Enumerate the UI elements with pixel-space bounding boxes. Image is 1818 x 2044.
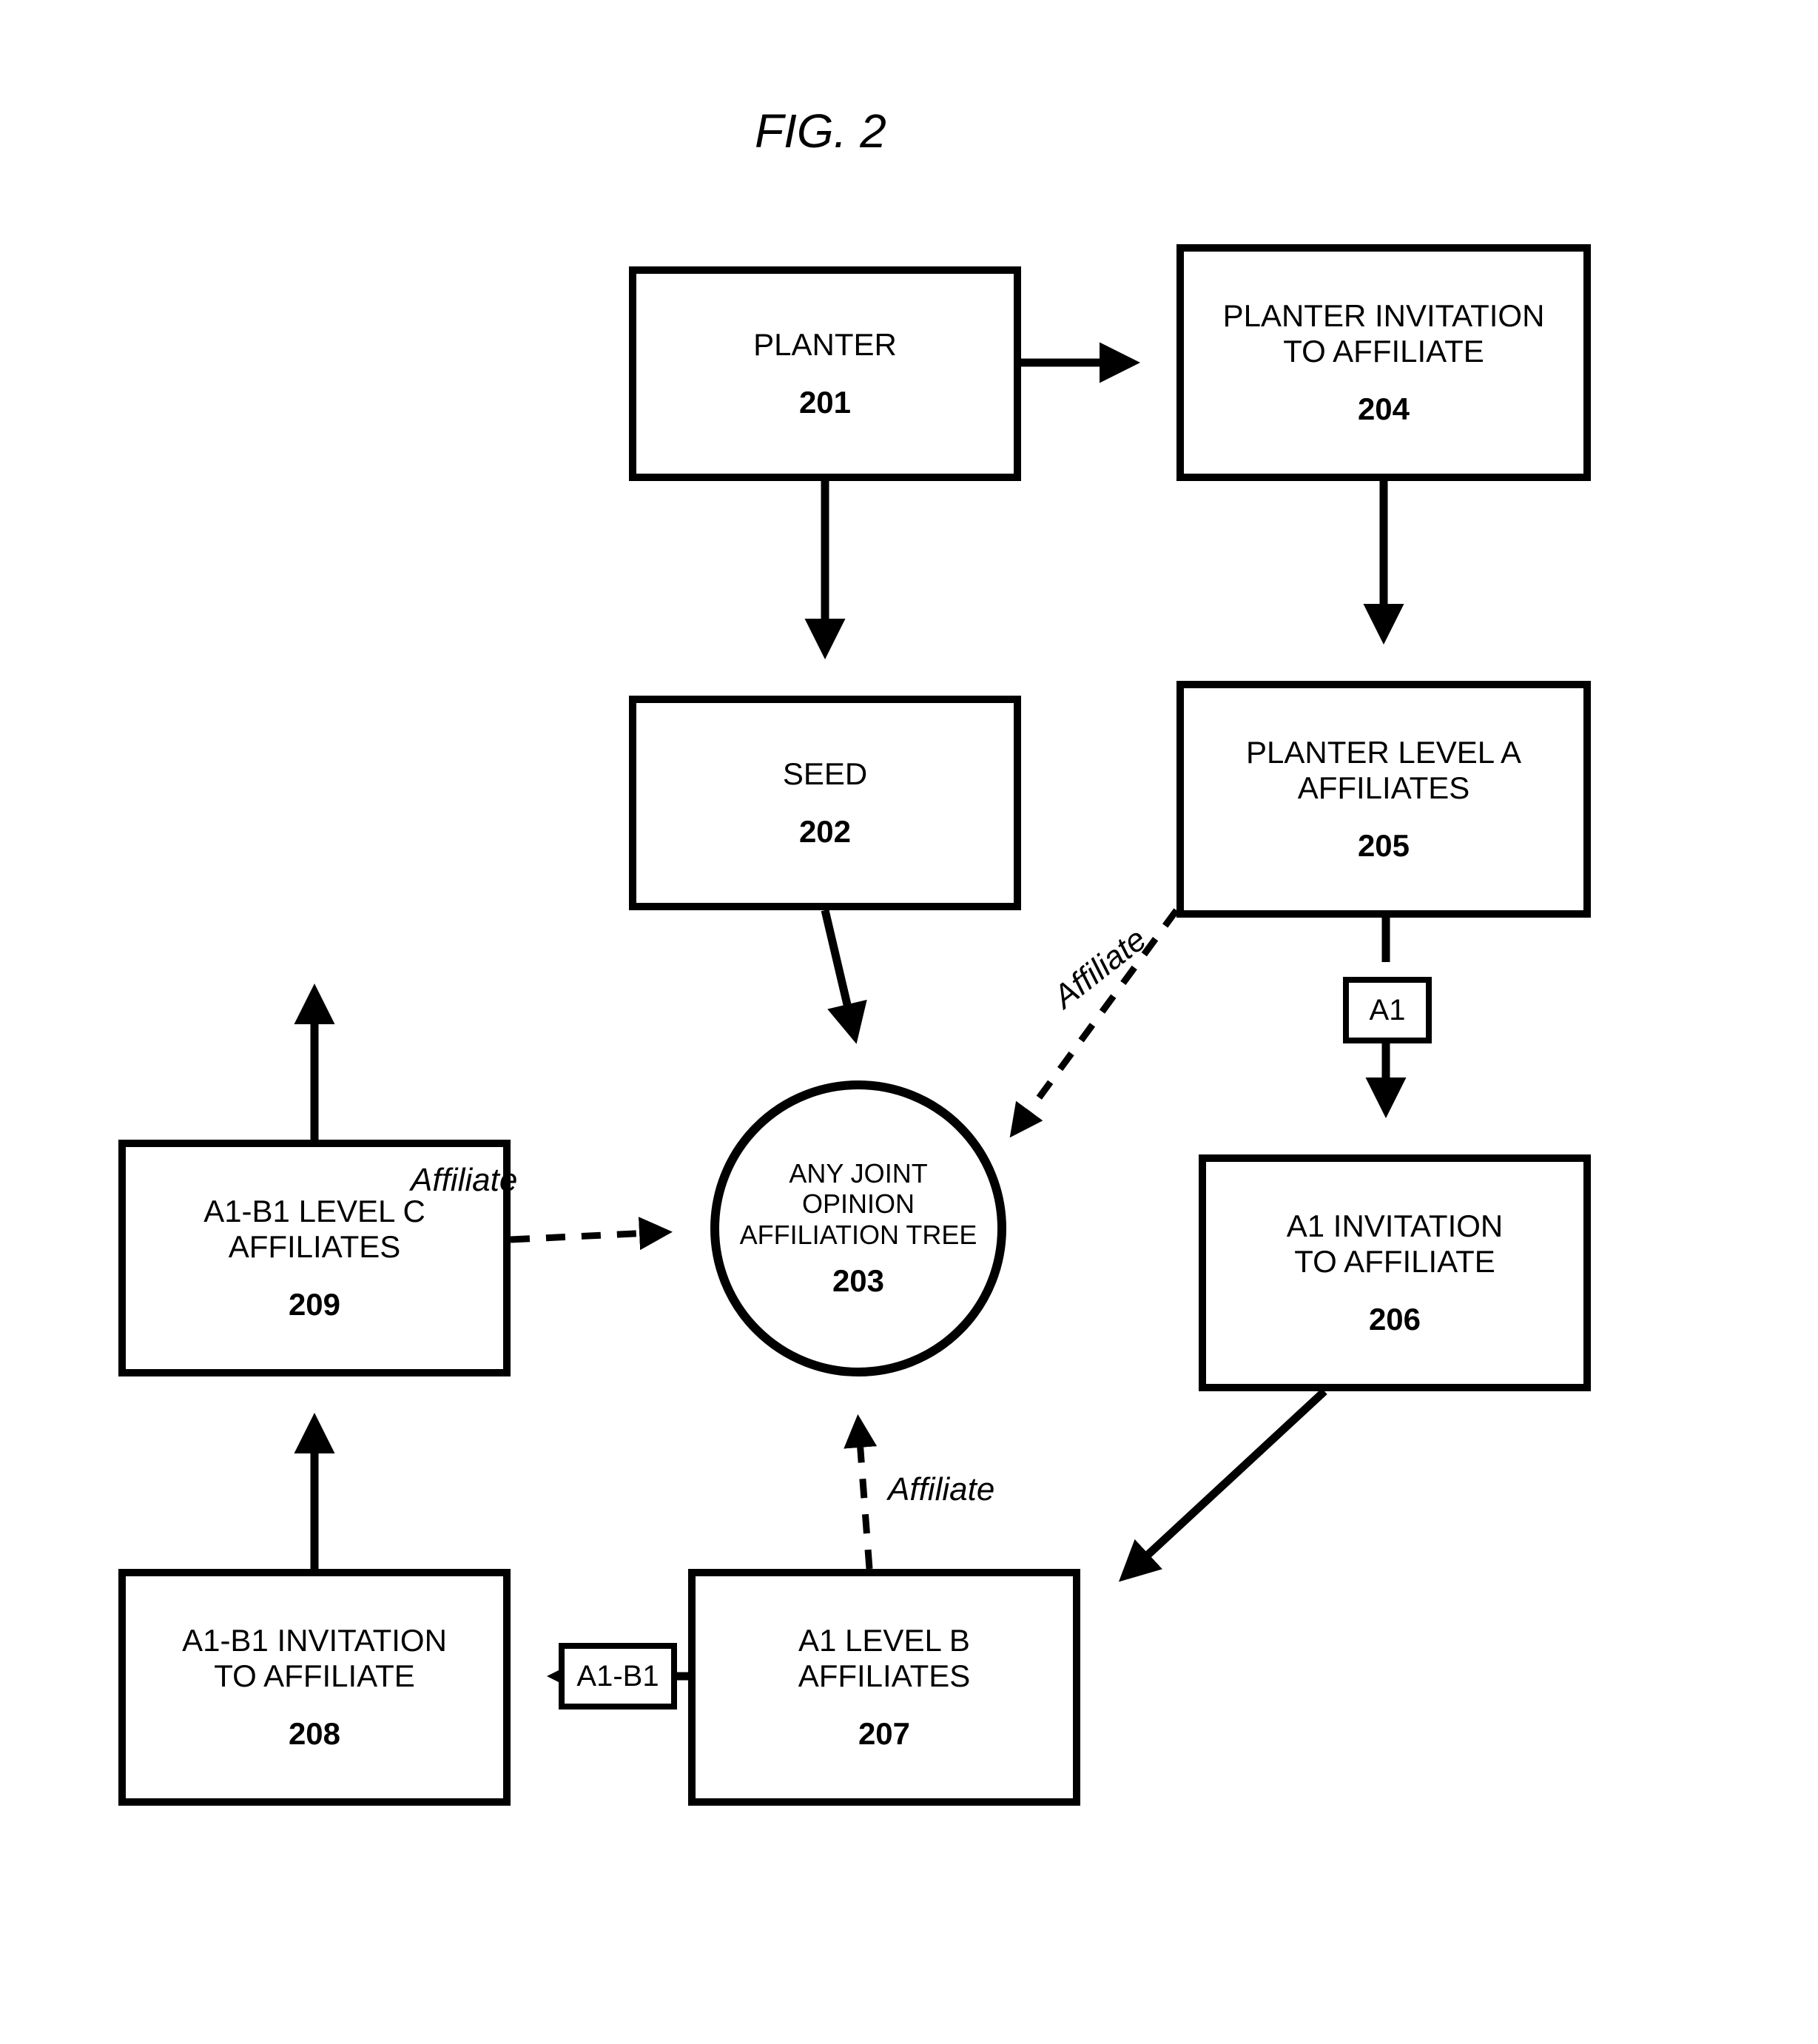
node-ref: 208	[289, 1716, 340, 1752]
edge-label-affiliate-2: Affiliate	[888, 1471, 994, 1508]
mini-label: A1-B1	[576, 1660, 659, 1693]
node-level-a-affiliates: PLANTER LEVEL A AFFILIATES 205	[1176, 681, 1591, 918]
mini-a1b1: A1-B1	[559, 1643, 677, 1710]
node-label: A1-B1 INVITATION TO AFFILIATE	[182, 1623, 447, 1695]
node-ref: 209	[289, 1287, 340, 1322]
node-seed: SEED 202	[629, 696, 1021, 910]
node-label: A1 INVITATION TO AFFILIATE	[1287, 1208, 1503, 1280]
node-planter: PLANTER 201	[629, 266, 1021, 481]
mini-label: A1	[1370, 994, 1406, 1027]
node-ref: 207	[858, 1716, 910, 1752]
node-label: A1 LEVEL B AFFILIATES	[798, 1623, 971, 1695]
mini-a1: A1	[1343, 977, 1432, 1043]
node-label: PLANTER LEVEL A AFFILIATES	[1246, 735, 1521, 807]
node-a1b1-invitation: A1-B1 INVITATION TO AFFILIATE 208	[118, 1569, 511, 1806]
node-ref: 203	[832, 1263, 884, 1299]
node-a1-invitation: A1 INVITATION TO AFFILIATE 206	[1199, 1154, 1591, 1391]
figure-title: FIG. 2	[755, 104, 886, 158]
node-ref: 204	[1358, 391, 1410, 427]
node-affiliation-tree: ANY JOINT OPINION AFFILIATION TREE 203	[710, 1080, 1006, 1376]
node-label: ANY JOINT OPINION AFFILIATION TREE	[740, 1158, 977, 1250]
node-label: SEED	[783, 756, 867, 792]
node-planter-invitation: PLANTER INVITATION TO AFFILIATE 204	[1176, 244, 1591, 481]
node-label: A1-B1 LEVEL C AFFILIATES	[203, 1194, 425, 1265]
node-label: PLANTER	[753, 327, 897, 363]
node-ref: 206	[1369, 1302, 1421, 1337]
solid-edges-group	[314, 363, 1386, 1676]
node-ref: 202	[799, 814, 851, 850]
node-label: PLANTER INVITATION TO AFFILIATE	[1223, 298, 1545, 370]
node-ref: 201	[799, 385, 851, 420]
edge-label-affiliate-1: Affiliate	[1047, 921, 1154, 1015]
edge-label-affiliate-3: Affiliate	[411, 1162, 517, 1199]
node-ref: 205	[1358, 828, 1410, 864]
node-level-b-affiliates: A1 LEVEL B AFFILIATES 207	[688, 1569, 1080, 1806]
